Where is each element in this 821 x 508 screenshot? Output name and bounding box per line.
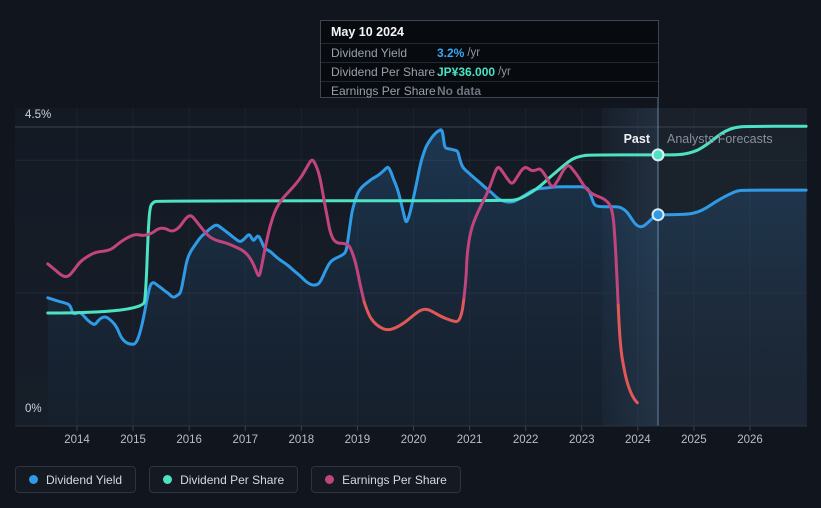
dividend_yield-marker <box>651 208 665 222</box>
x-axis-tick-label: 2018 <box>289 434 315 446</box>
x-axis-tick-label: 2020 <box>401 434 427 446</box>
x-axis-tick-label: 2021 <box>457 434 483 446</box>
tooltip-suffix: /yr <box>467 47 481 59</box>
x-axis: 2014 2015 2016 2017 2018 2019 2020 2021 2022 2023… <box>15 425 807 446</box>
dividend-per-share-line <box>46 124 808 315</box>
chart-tooltip: May 10 2024 Dividend Yield 3.2% /yr Divi… <box>320 20 659 98</box>
y-axis-top-label: 4.5% <box>25 109 51 121</box>
past-zone-label: Past <box>624 132 651 146</box>
x-axis-tick-label: 2025 <box>681 434 707 446</box>
earnings-per-share-line-negative <box>616 303 639 405</box>
dividend-yield-swatch <box>29 475 38 484</box>
forecast-zone-label: Analysts Forecasts <box>667 132 773 146</box>
tooltip-value: 3.2% <box>437 46 465 60</box>
x-axis-tick-label: 2016 <box>176 434 202 446</box>
tooltip-value: No data <box>437 84 482 98</box>
tooltip-row-dividend-yield: Dividend Yield 3.2% /yr <box>321 43 658 62</box>
dividend-yield-line <box>46 128 808 346</box>
dividend-yield-area <box>47 129 807 426</box>
x-axis-tick-label: 2023 <box>569 434 595 446</box>
x-axis-tick-label: 2017 <box>232 434 258 446</box>
y-axis-zero-label: 0% <box>25 403 42 415</box>
legend-item-dividend-yield[interactable]: Dividend Yield <box>15 466 137 493</box>
tooltip-suffix: /yr <box>498 66 511 78</box>
earnings-per-share-line <box>46 158 366 304</box>
chart-legend: Dividend Yield Dividend Per Share Earnin… <box>15 466 461 493</box>
divider-overlay <box>651 98 665 426</box>
tooltip-date: May 10 2024 <box>331 25 404 39</box>
earnings-per-share-line <box>462 164 620 307</box>
series-lines <box>46 124 808 426</box>
tooltip-label: Dividend Per Share <box>331 65 436 79</box>
x-axis-tick-label: 2014 <box>64 434 90 446</box>
legend-item-dividend-per-share[interactable]: Dividend Per Share <box>149 466 299 493</box>
tooltip-row-earnings-per-share: Earnings Per Share No data <box>321 81 658 100</box>
tooltip-label: Dividend Yield <box>331 46 408 60</box>
legend-label: Earnings Per Share <box>342 472 447 487</box>
tooltip-row-dividend-per-share: Dividend Per Share JP¥36.000 /yr <box>321 62 658 81</box>
legend-item-earnings-per-share[interactable]: Earnings Per Share <box>311 466 461 493</box>
x-axis-tick-label: 2024 <box>625 434 651 446</box>
dividend_per_share-marker <box>651 148 665 162</box>
x-axis-tick-label: 2026 <box>737 434 763 446</box>
earnings-per-share-line-negative <box>362 296 466 332</box>
x-axis-tick-label: 2022 <box>513 434 539 446</box>
x-axis-tick-label: 2015 <box>120 434 146 446</box>
legend-label: Dividend Yield <box>46 472 123 487</box>
earnings-per-share-swatch <box>325 475 335 484</box>
dividend-per-share-swatch <box>163 475 173 484</box>
tooltip-label: Earnings Per Share <box>331 84 436 98</box>
tooltip-value: JP¥36.000 <box>437 65 496 79</box>
x-axis-tick-label: 2019 <box>345 434 371 446</box>
legend-label: Dividend Per Share <box>180 472 285 487</box>
